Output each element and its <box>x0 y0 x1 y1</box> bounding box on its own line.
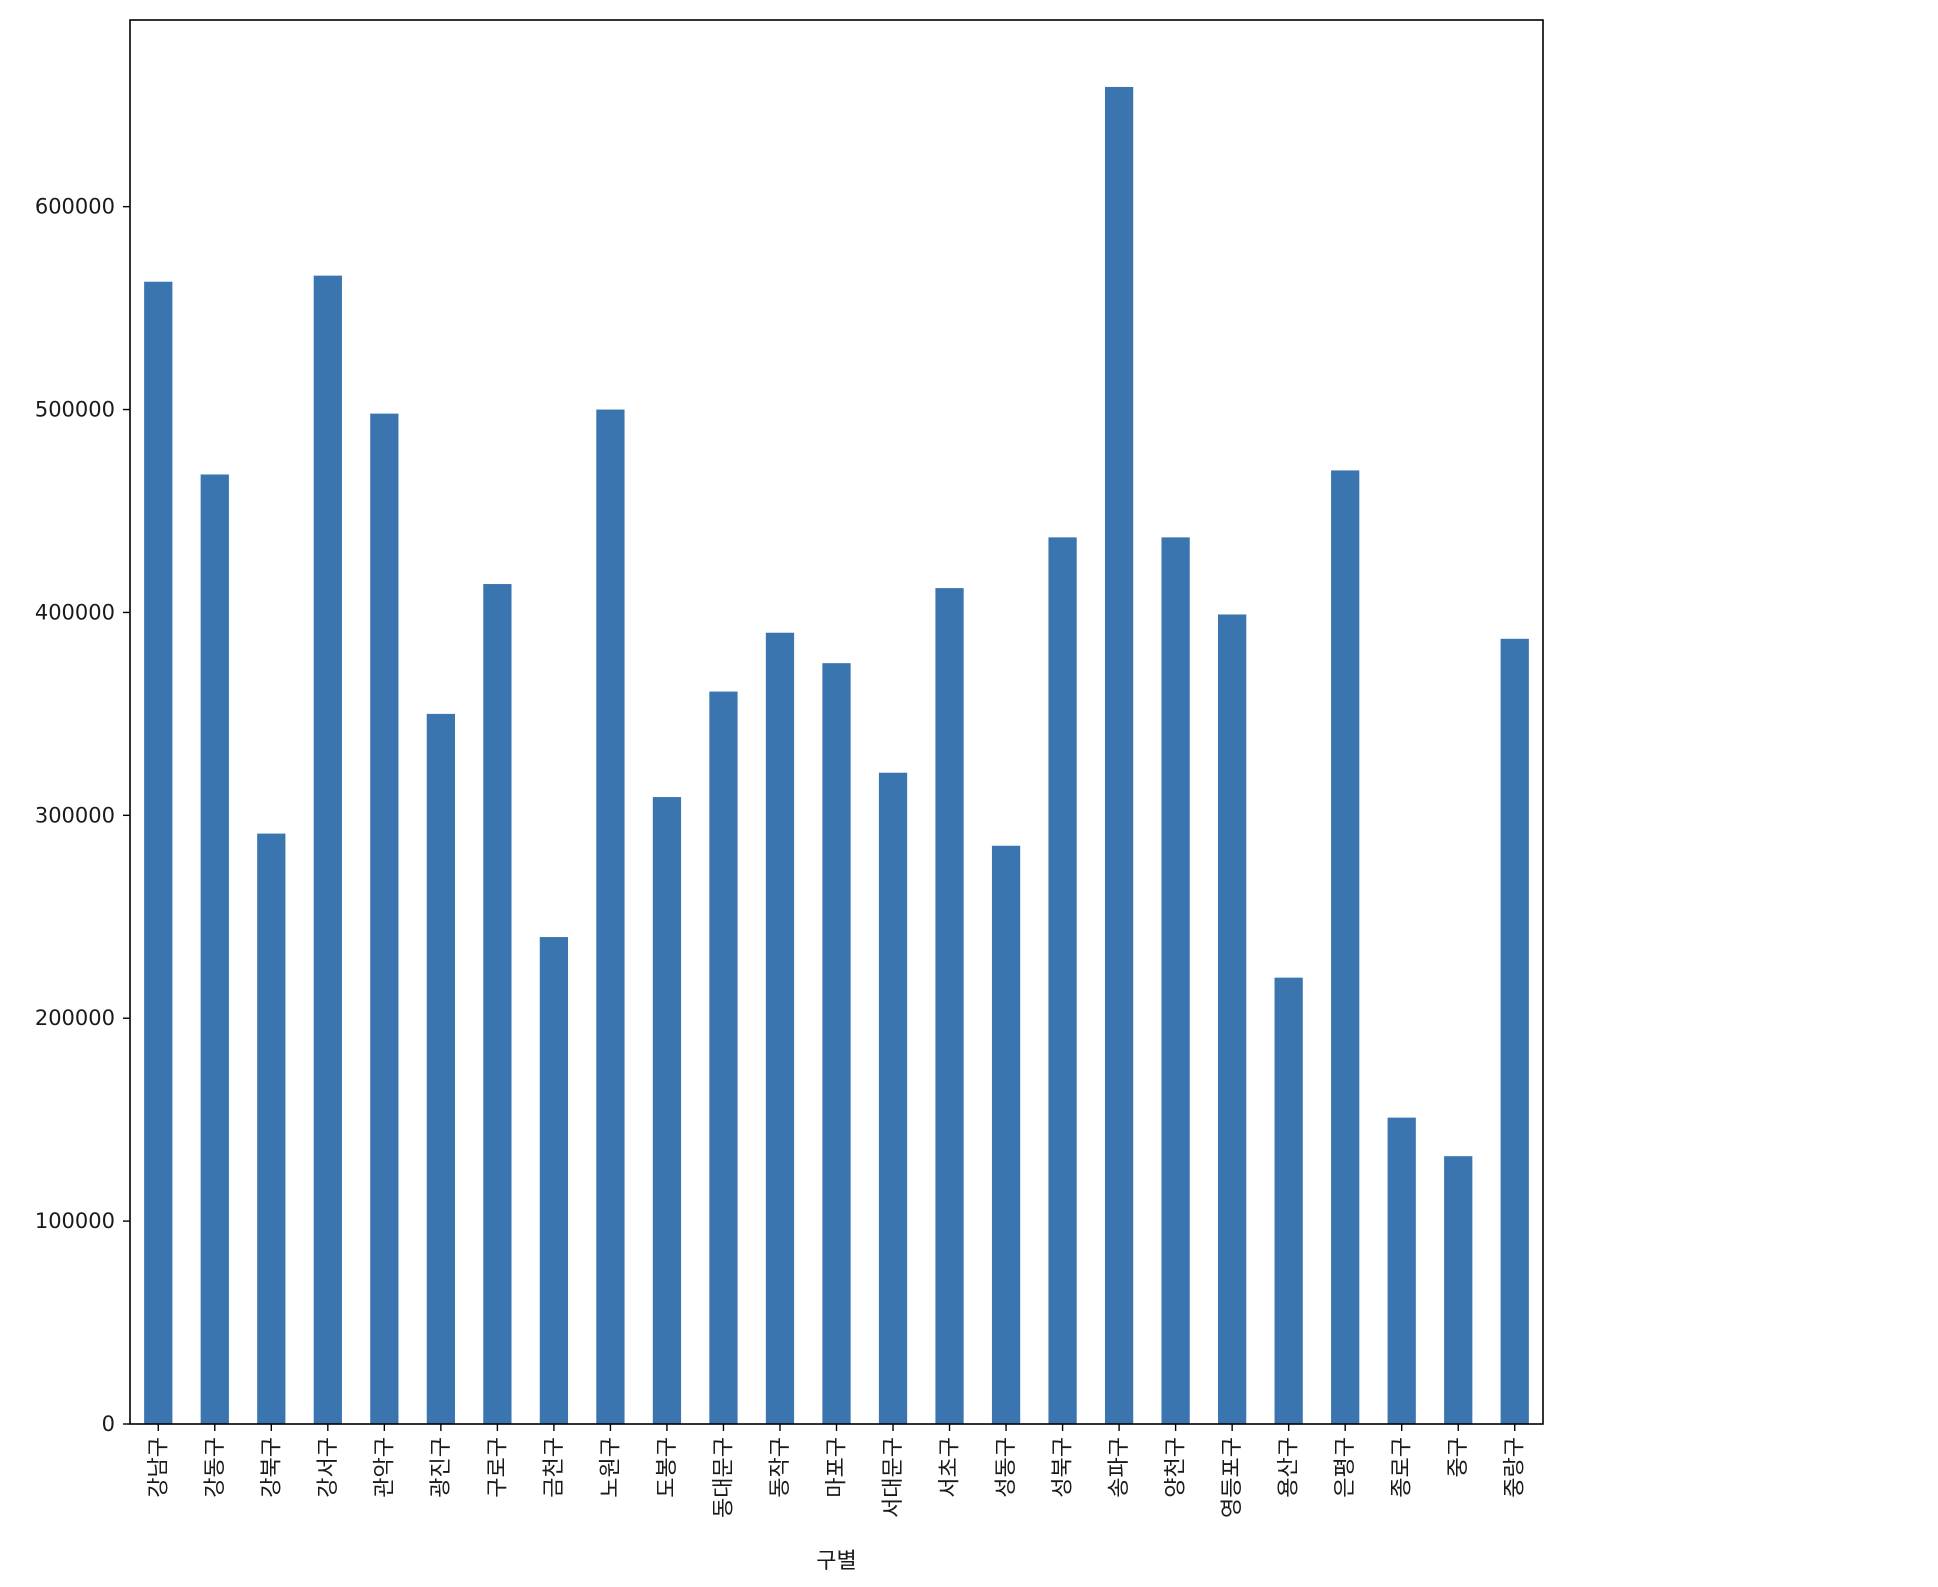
x-axis-label: 구별 <box>816 1549 856 1574</box>
bar-동작구 <box>765 632 795 1424</box>
bar-성북구 <box>1048 537 1077 1424</box>
bar-도봉구 <box>652 797 682 1424</box>
x-tick-label: 영등포구 <box>1220 1437 1245 1518</box>
x-tick-label: 강동구 <box>203 1437 228 1498</box>
x-tick-label: 서초구 <box>938 1437 963 1498</box>
bar-중랑구 <box>1500 638 1529 1424</box>
bar-노원구 <box>596 409 625 1424</box>
bar-구로구 <box>483 584 512 1424</box>
x-tick-label: 용산구 <box>1277 1437 1302 1498</box>
bar-강남구 <box>144 281 173 1425</box>
y-tick-label: 300000 <box>35 803 115 827</box>
x-tick-label: 서대문구 <box>881 1437 906 1518</box>
x-tick-label: 광진구 <box>429 1437 454 1498</box>
x-tick-label: 동대문구 <box>711 1437 736 1518</box>
x-tick-label: 강남구 <box>146 1437 171 1498</box>
bar-성동구 <box>991 845 1021 1424</box>
x-tick-label: 양천구 <box>1164 1437 1189 1498</box>
bar-관악구 <box>370 413 399 1424</box>
x-tick-label: 도봉구 <box>655 1437 680 1498</box>
bar-양천구 <box>1161 537 1190 1424</box>
x-tick-label: 구로구 <box>485 1437 510 1498</box>
bar-용산구 <box>1274 977 1303 1424</box>
bar-종로구 <box>1387 1117 1416 1424</box>
x-tick-label: 마포구 <box>825 1437 850 1498</box>
bar-중구 <box>1444 1156 1473 1424</box>
x-tick-label: 관악구 <box>372 1437 397 1498</box>
bar-서초구 <box>935 588 964 1424</box>
x-tick-label: 동작구 <box>768 1437 793 1498</box>
bar-강서구 <box>313 275 342 1425</box>
bar-영등포구 <box>1218 614 1247 1424</box>
bar-마포구 <box>822 663 851 1424</box>
x-tick-label: 성동구 <box>994 1437 1019 1498</box>
y-tick-label: 100000 <box>35 1209 115 1233</box>
y-tick-label: 200000 <box>35 1006 115 1030</box>
x-tick-label: 강서구 <box>316 1437 341 1498</box>
bar-서대문구 <box>878 772 908 1424</box>
x-tick-label: 중랑구 <box>1503 1437 1528 1498</box>
x-tick-label: 은평구 <box>1333 1437 1358 1498</box>
bar-광진구 <box>426 713 455 1424</box>
y-tick-label: 600000 <box>35 195 115 219</box>
x-tick-label: 노원구 <box>598 1437 623 1498</box>
bar-강북구 <box>257 833 286 1424</box>
x-tick-label: 금천구 <box>542 1437 567 1498</box>
x-tick-label: 성북구 <box>1051 1437 1076 1498</box>
y-tick-label: 0 <box>102 1412 115 1436</box>
y-tick-label: 500000 <box>35 398 115 422</box>
x-tick-label: 종로구 <box>1390 1437 1415 1498</box>
bar-동대문구 <box>709 691 738 1424</box>
bar-금천구 <box>539 937 569 1424</box>
bar-강동구 <box>200 474 229 1424</box>
x-tick-label: 강북구 <box>259 1437 284 1498</box>
x-tick-label: 중구 <box>1446 1437 1471 1477</box>
y-tick-label: 400000 <box>35 600 115 624</box>
bar-은평구 <box>1331 470 1360 1424</box>
x-tick-label: 송파구 <box>1107 1437 1132 1498</box>
bar-송파구 <box>1104 86 1134 1425</box>
